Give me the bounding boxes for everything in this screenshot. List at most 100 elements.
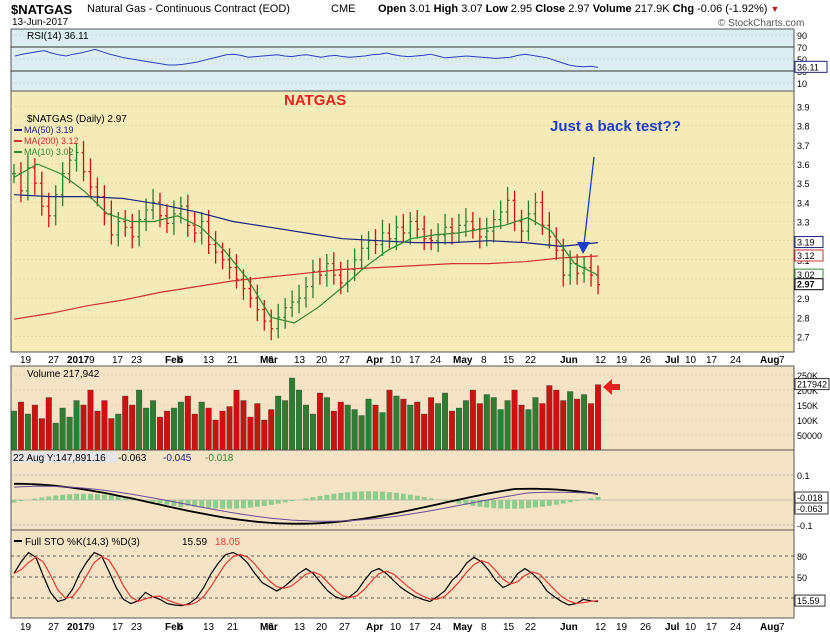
volume-label: Volume [592, 3, 632, 15]
volume-bar [553, 389, 560, 451]
macd-histogram-bar [574, 500, 580, 501]
volume-bar [525, 409, 532, 451]
volume-bar [588, 403, 594, 451]
macd-histogram-bar [247, 500, 253, 508]
x-axis-label-bottom: 24 [430, 622, 442, 633]
back-test-arrow-line [583, 156, 595, 245]
volume-tick-label: 50000 [797, 431, 822, 441]
macd-histogram-bar [108, 495, 114, 500]
volume-bar [150, 400, 156, 451]
macd-histogram-bar [11, 500, 17, 503]
x-axis-label-bottom: 13 [203, 622, 215, 633]
volume-bar [469, 389, 476, 451]
macd-histogram-bar [87, 493, 93, 500]
volume-bar [87, 389, 94, 451]
volume-bar [497, 409, 504, 451]
macd-value-2: -0.045 [163, 453, 192, 464]
macd-histogram-bar [310, 497, 316, 500]
volume-bar [358, 415, 365, 451]
macd-tick-label: -0.1 [797, 521, 813, 531]
macd-badge-2 [794, 502, 829, 515]
price-tick-label: 3.3 [797, 218, 810, 228]
volume-bar [581, 394, 588, 451]
volume-bar [296, 389, 302, 451]
macd-histogram-bar [46, 496, 52, 500]
x-axis-label-bottom: 23 [131, 622, 143, 633]
volume-bar [191, 413, 198, 451]
macd-histogram-bar [164, 500, 170, 505]
chg-label: Chg [672, 3, 695, 15]
volume-bar [310, 413, 316, 451]
x-axis-label-bottom: 9 [89, 622, 95, 633]
volume-bar [337, 401, 344, 451]
instrument-name: Natural Gas - Continuous Contract (EOD) [87, 3, 290, 15]
x-axis-label-bottom: 10 [685, 622, 697, 633]
date-label: 13-Jun-2017 [12, 17, 69, 28]
macd-histogram-bar [338, 492, 344, 500]
volume-bar [11, 410, 17, 451]
macd-histogram-bar [546, 500, 552, 506]
volume-bar [59, 407, 66, 451]
volume-badge [794, 378, 830, 391]
price-badge [794, 278, 824, 291]
macd-histogram-bar [560, 500, 566, 504]
price-tick-label: 2.8 [797, 313, 810, 323]
macd-histogram-bar [282, 500, 288, 503]
sto-d-line [13, 553, 599, 606]
macd-histogram-bar [192, 500, 198, 507]
x-axis-label: Aug [760, 355, 779, 366]
x-axis-label: 15 [503, 355, 515, 366]
volume-tick-label: 200K [797, 386, 818, 396]
x-axis-label-bottom: 13 [294, 622, 306, 633]
volume-bar [115, 413, 122, 451]
x-axis-label-bottom: 17 [409, 622, 421, 633]
macd-histogram-bar [352, 491, 358, 500]
close-value: 2.97 [568, 3, 590, 15]
price-tick-label: 3.7 [797, 141, 810, 151]
macd-histogram-bar [101, 494, 107, 500]
volume-bar [18, 401, 24, 451]
macd-badge-text: -0.018 [797, 493, 823, 503]
price-badge-text: 3.12 [797, 251, 815, 261]
macd-value-1: -0.063 [118, 453, 147, 464]
macd-histogram-bar [289, 500, 295, 502]
macd-histogram-bar [407, 494, 413, 500]
macd-histogram-bar [213, 500, 219, 509]
macd-histogram-bar [81, 493, 87, 500]
macd-histogram-bar [421, 497, 427, 500]
natgas-annotation: NATGAS [284, 92, 346, 109]
macd-line [14, 482, 599, 525]
x-axis-label-bottom: 6 [178, 622, 184, 633]
volume-bar [31, 404, 38, 451]
volume-bar [532, 397, 539, 451]
volume-bar [456, 407, 462, 451]
x-axis-label-bottom: 24 [730, 622, 742, 633]
sto-d-value: 18.05 [215, 537, 240, 548]
volume-bar [323, 397, 330, 451]
x-axis-label: Jul [665, 355, 680, 366]
ma10-line [13, 163, 599, 324]
macd-histogram-bar [324, 494, 330, 500]
volume-bar [24, 413, 31, 451]
volume-tick-label: 250K [797, 371, 818, 381]
price-badge-text: 3.19 [797, 238, 815, 248]
volume-bar [386, 389, 393, 451]
macd-signal-line [13, 485, 599, 522]
volume-bar [428, 397, 435, 451]
x-axis-label: Apr [366, 355, 383, 366]
sto-legend-prefix: Full STO %K(14,3) %D(3) [25, 537, 140, 548]
volume-bar [261, 419, 268, 451]
volume-bar [330, 410, 337, 451]
volume-bar [567, 391, 574, 451]
macd-histogram-bar [442, 500, 448, 501]
volume-bar [372, 404, 379, 451]
macd-histogram-bar [115, 496, 121, 500]
x-axis-label-bottom: 2017 [67, 622, 90, 633]
volume-bar [560, 400, 567, 451]
x-axis-label-bottom: Aug [760, 622, 779, 633]
volume-bar [66, 416, 73, 451]
macd-histogram-bar [220, 500, 226, 509]
x-axis-label-bottom: 8 [481, 622, 487, 633]
symbol-title: $NATGAS [11, 2, 73, 17]
